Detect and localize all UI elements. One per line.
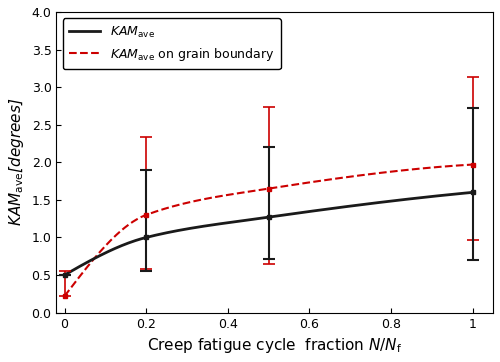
Y-axis label: $KAM_{\mathrm{ave}}$[degrees]: $KAM_{\mathrm{ave}}$[degrees] — [7, 98, 26, 227]
Legend: $KAM_{\mathrm{ave}}$, $KAM_{\mathrm{ave}}$ on grain boundary: $KAM_{\mathrm{ave}}$, $KAM_{\mathrm{ave}… — [62, 18, 281, 69]
X-axis label: Creep fatigue cycle  fraction $N/N_{\mathrm{f}}$: Creep fatigue cycle fraction $N/N_{\math… — [147, 336, 403, 355]
